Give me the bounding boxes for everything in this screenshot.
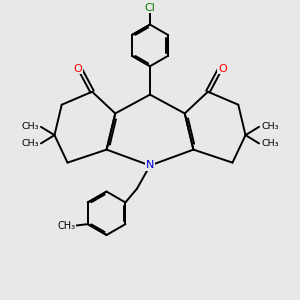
Text: CH₃: CH₃ (58, 220, 76, 231)
Text: O: O (218, 64, 227, 74)
Text: CH₃: CH₃ (21, 122, 39, 131)
Text: CH₃: CH₃ (261, 140, 279, 148)
Text: Cl: Cl (145, 3, 155, 13)
Text: O: O (73, 64, 82, 74)
Text: CH₃: CH₃ (21, 140, 39, 148)
Text: N: N (146, 160, 154, 170)
Text: CH₃: CH₃ (261, 122, 279, 131)
